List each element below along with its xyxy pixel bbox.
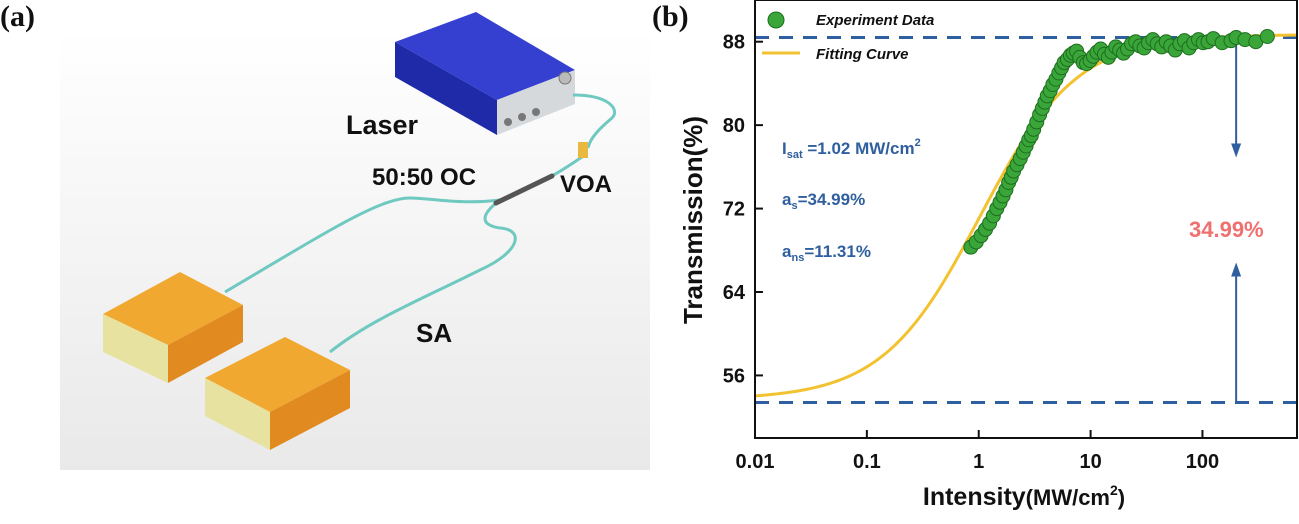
isat-annotation: Isat =1.02 MW/cm2 xyxy=(782,137,921,161)
sa-box-upper xyxy=(103,272,243,383)
fit-layer xyxy=(754,33,1298,398)
x-axis-title: Intensity(MW/cm2) xyxy=(923,482,1125,511)
depth-arrow-down-head xyxy=(1231,143,1242,158)
points-layer xyxy=(963,29,1275,255)
legend: Experiment Data Fitting Curve xyxy=(762,11,934,63)
fitting-curve xyxy=(754,33,1298,398)
axes-layer: 56 64 72 80 88 0.01 0.1 1 10 100 xyxy=(723,0,1298,473)
x-tick-label-4: 100 xyxy=(1186,451,1219,473)
ans-annotation: ans=11.31% xyxy=(782,242,871,264)
coupler-device xyxy=(493,173,555,206)
x-tick-label-0: 0.01 xyxy=(736,451,775,473)
y-axis-title: Transmission(%) xyxy=(678,116,708,324)
laser-label: Laser xyxy=(346,110,419,140)
voa-device xyxy=(578,142,588,158)
y-tick-label-1: 64 xyxy=(723,282,746,304)
laser-device xyxy=(395,12,575,135)
chart-svg: 56 64 72 80 88 0.01 0.1 1 10 100 Experiment Data … xyxy=(678,0,1298,511)
legend-experiment-label: Experiment Data xyxy=(816,12,934,29)
y-tick-label-3: 80 xyxy=(723,115,745,137)
legend-experiment-marker xyxy=(767,11,785,29)
setup-diagram: Laser 50:50 OC VOA SA xyxy=(0,0,650,519)
y-tick-label-4: 88 xyxy=(723,32,745,54)
plot-frame xyxy=(754,0,1298,439)
panel-a-label: (a) xyxy=(0,0,35,33)
panel-b-label: (b) xyxy=(652,0,689,33)
transmission-chart: 56 64 72 80 88 0.01 0.1 1 10 100 Experiment Data … xyxy=(650,0,1299,524)
y-tick-label-2: 72 xyxy=(723,199,745,221)
x-tick-label-1: 0.1 xyxy=(853,451,881,473)
as-annotation: as=34.99% xyxy=(782,190,865,212)
voa-label: VOA xyxy=(560,171,612,198)
coupler-label: 50:50 OC xyxy=(372,164,476,191)
sa-label: SA xyxy=(416,318,452,348)
experiment-point-73 xyxy=(1259,29,1275,44)
x-tick-label-3: 10 xyxy=(1079,451,1101,473)
depth-arrow-up-head xyxy=(1231,262,1242,277)
sa-box-lower xyxy=(205,337,350,450)
y-tick-label-0: 56 xyxy=(723,365,745,387)
fit-annotations: Isat =1.02 MW/cm2 as=34.99% ans=11.31% xyxy=(782,137,921,264)
legend-fit-label: Fitting Curve xyxy=(816,46,909,63)
modulation-depth-label: 34.99% xyxy=(1189,217,1264,242)
reference-layer xyxy=(755,36,1297,405)
x-tick-label-2: 1 xyxy=(973,451,984,473)
